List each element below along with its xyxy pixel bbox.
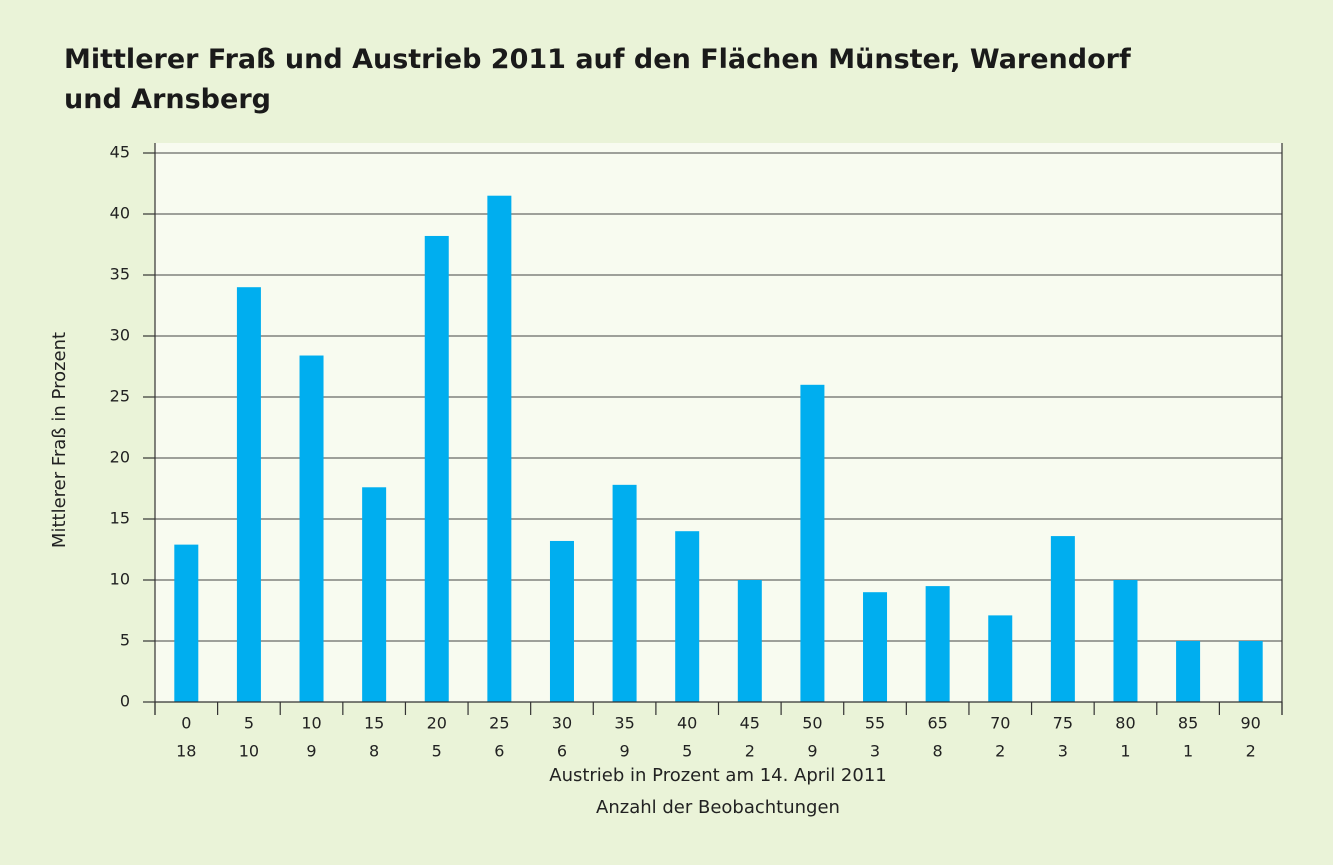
x-tick-label: 70	[990, 714, 1010, 733]
bar	[925, 586, 950, 702]
y-tick-label: 30	[110, 326, 130, 345]
observation-label: 9	[306, 742, 316, 761]
observation-label: 1	[1183, 742, 1193, 761]
x-tick-label: 35	[614, 714, 634, 733]
plot-area	[155, 143, 1282, 702]
observation-label: 8	[933, 742, 943, 761]
observation-label: 2	[995, 742, 1005, 761]
x-axis-label: Austrieb in Prozent am 14. April 2011	[549, 765, 886, 786]
observation-label: 5	[682, 742, 692, 761]
bar	[1238, 641, 1263, 702]
bar	[1113, 580, 1138, 702]
observation-label: 3	[1058, 742, 1068, 761]
y-tick-label: 5	[120, 631, 130, 650]
x-tick-label: 90	[1241, 714, 1261, 733]
x-tick-label: 10	[301, 714, 321, 733]
observation-label: 3	[870, 742, 880, 761]
y-tick-label: 15	[110, 509, 130, 528]
x-tick-label: 55	[865, 714, 885, 733]
observation-label: 9	[807, 742, 817, 761]
x-tick-label: 50	[802, 714, 822, 733]
observation-label: 9	[619, 742, 629, 761]
bar	[675, 531, 700, 702]
bar	[549, 540, 574, 702]
x-tick-label: 30	[552, 714, 572, 733]
y-tick-label: 20	[110, 448, 130, 467]
observation-label: 2	[745, 742, 755, 761]
bar	[612, 484, 637, 702]
x-tick-label: 75	[1053, 714, 1073, 733]
observation-label: 18	[176, 742, 196, 761]
x-tick-label: 0	[181, 714, 191, 733]
y-tick-label: 45	[110, 143, 130, 162]
bar	[487, 195, 512, 702]
y-axis-label: Mittlerer Fraß in Prozent	[49, 332, 70, 548]
x-tick-label: 20	[427, 714, 447, 733]
x-tick-label: 45	[740, 714, 760, 733]
bar	[800, 384, 825, 702]
observation-label: 8	[369, 742, 379, 761]
bar	[299, 355, 324, 702]
bar	[1176, 641, 1201, 702]
y-tick-label: 35	[110, 265, 130, 284]
bar	[174, 544, 199, 702]
y-tick-label: 10	[110, 570, 130, 589]
observation-label: 5	[432, 742, 442, 761]
bar	[737, 580, 762, 702]
x-axis-label: Anzahl der Beobachtungen	[596, 797, 840, 818]
x-tick-label: 15	[364, 714, 384, 733]
bar	[988, 615, 1013, 702]
bar	[1050, 536, 1075, 702]
observation-label: 6	[494, 742, 504, 761]
y-tick-label: 40	[110, 204, 130, 223]
chart-title: Mittlerer Fraß und Austrieb 2011 auf den…	[64, 44, 1131, 115]
x-tick-label: 80	[1115, 714, 1135, 733]
observation-label: 2	[1246, 742, 1256, 761]
x-tick-label: 25	[489, 714, 509, 733]
observation-label: 10	[239, 742, 259, 761]
bar	[236, 287, 261, 702]
bar	[863, 592, 888, 702]
bar	[424, 235, 449, 702]
y-tick-label: 0	[120, 692, 130, 711]
observation-label: 1	[1120, 742, 1130, 761]
x-tick-label: 5	[244, 714, 254, 733]
x-tick-label: 85	[1178, 714, 1198, 733]
x-tick-label: 65	[927, 714, 947, 733]
y-tick-label: 25	[110, 387, 130, 406]
bar	[362, 487, 387, 702]
observation-label: 6	[557, 742, 567, 761]
x-tick-label: 40	[677, 714, 697, 733]
